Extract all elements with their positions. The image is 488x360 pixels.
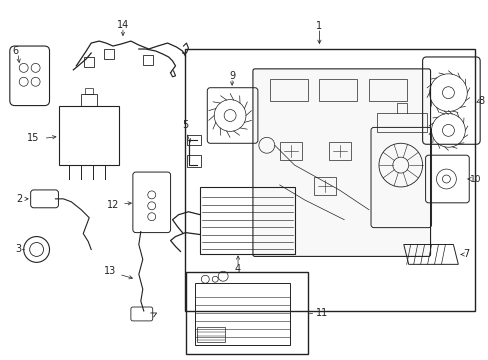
- FancyBboxPatch shape: [252, 69, 429, 256]
- Text: 1: 1: [316, 21, 322, 31]
- Text: 11: 11: [316, 308, 328, 318]
- Text: 4: 4: [235, 264, 241, 274]
- Bar: [328, 142, 350, 160]
- Bar: [187, 155, 201, 167]
- Bar: [185, 49, 474, 311]
- Bar: [186, 272, 307, 354]
- Text: 13: 13: [103, 266, 116, 276]
- Text: 3: 3: [16, 244, 22, 255]
- Bar: [60, 105, 119, 165]
- Text: 14: 14: [117, 20, 129, 30]
- Bar: [104, 49, 114, 59]
- Bar: [368, 79, 406, 100]
- Text: 10: 10: [469, 175, 481, 184]
- Text: 5: 5: [182, 121, 188, 130]
- Bar: [85, 88, 93, 94]
- Bar: [319, 79, 356, 100]
- Bar: [279, 142, 301, 160]
- Text: 8: 8: [477, 96, 483, 105]
- Bar: [376, 113, 426, 132]
- Text: 7: 7: [462, 249, 468, 260]
- Bar: [269, 79, 307, 100]
- Bar: [81, 94, 97, 105]
- Bar: [314, 177, 336, 195]
- Text: 12: 12: [106, 200, 119, 210]
- Bar: [142, 55, 152, 65]
- Bar: [195, 283, 289, 345]
- Bar: [187, 135, 201, 145]
- Text: 6: 6: [13, 46, 19, 56]
- Bar: [84, 57, 94, 67]
- Text: 15: 15: [27, 133, 40, 143]
- Bar: [200, 187, 294, 255]
- Text: 2: 2: [17, 194, 23, 204]
- Bar: [197, 327, 224, 342]
- Text: 9: 9: [228, 71, 235, 81]
